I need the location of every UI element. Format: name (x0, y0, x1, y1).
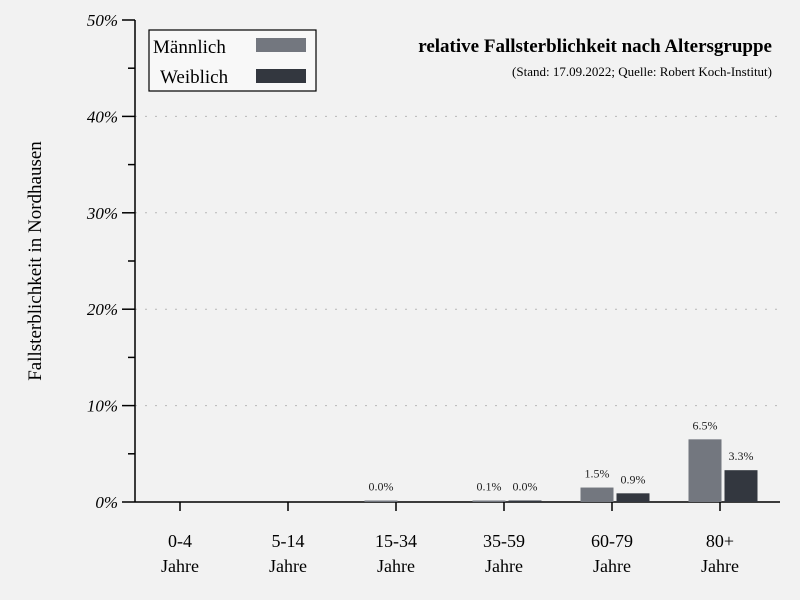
y-tick-label: 40% (87, 107, 118, 126)
data-label: 1.5% (585, 467, 610, 481)
bar-weiblich (724, 470, 758, 502)
x-tick-label: 60-79 (591, 531, 633, 551)
bar-weiblich (508, 500, 542, 502)
x-tick-label: 5-14 (272, 531, 305, 551)
y-tick-label: 10% (87, 397, 118, 416)
legend-swatch-maennlich (256, 38, 306, 52)
x-tick-label-unit: Jahre (593, 556, 631, 576)
x-tick-label: 35-59 (483, 531, 525, 551)
data-label: 0.0% (513, 480, 538, 494)
y-tick-label: 20% (87, 300, 118, 319)
bar-maennlich (472, 500, 506, 502)
y-tick-label: 0% (95, 493, 118, 512)
legend-label-maennlich: Männlich (153, 37, 226, 58)
x-tick-label: 80+ (706, 531, 734, 551)
chart-subtitle: (Stand: 17.09.2022; Quelle: Robert Koch-… (512, 64, 772, 79)
data-label: 0.1% (477, 480, 502, 494)
data-label: 0.9% (621, 472, 646, 486)
bar-maennlich (364, 500, 398, 502)
data-label: 6.5% (693, 418, 718, 432)
chart-title: relative Fallsterblichkeit nach Altersgr… (418, 36, 772, 57)
x-tick-label-unit: Jahre (485, 556, 523, 576)
x-tick-label-unit: Jahre (161, 556, 199, 576)
legend-label-weiblich: Weiblich (160, 67, 229, 88)
y-tick-label: 30% (86, 204, 118, 223)
y-tick-label: 50% (87, 11, 118, 30)
x-tick-label-unit: Jahre (377, 556, 415, 576)
y-axis-label: Fallsterblichkeit in Nordhausen (25, 141, 46, 381)
bar-weiblich (616, 493, 650, 502)
x-tick-label: 15-34 (375, 531, 417, 551)
data-label: 3.3% (729, 449, 754, 463)
x-tick-label-unit: Jahre (701, 556, 739, 576)
x-tick-label-unit: Jahre (269, 556, 307, 576)
data-label: 0.0% (369, 480, 394, 494)
bar-maennlich (580, 487, 614, 502)
bar-maennlich (688, 439, 722, 502)
x-tick-label: 0-4 (168, 531, 192, 551)
legend-swatch-weiblich (256, 69, 306, 83)
